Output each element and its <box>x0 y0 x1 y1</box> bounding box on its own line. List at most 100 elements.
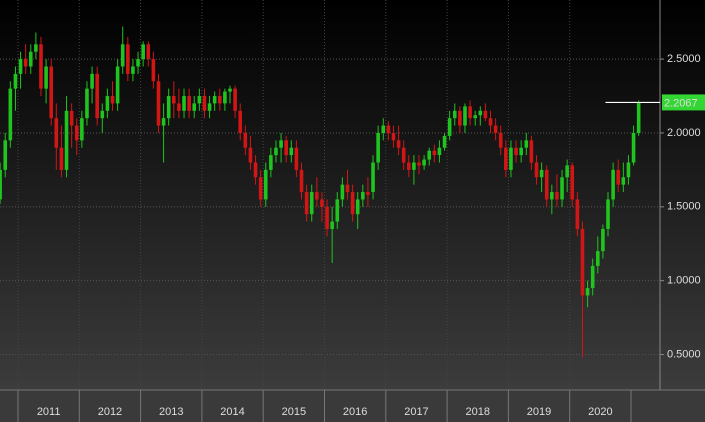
x-tick-label: 2012 <box>98 406 122 418</box>
candle-body <box>529 140 534 163</box>
candle-body <box>238 110 243 133</box>
candle-body <box>361 192 365 200</box>
y-tick-label: 0.5000 <box>667 348 701 360</box>
candle-body <box>585 288 590 296</box>
candle-body <box>427 150 432 160</box>
candle-body <box>248 147 253 163</box>
last-price-label: 2.2067 <box>664 97 698 109</box>
x-tick-label: 2013 <box>159 406 183 418</box>
candle-body <box>161 118 166 126</box>
candle-body <box>539 169 544 178</box>
candle-body <box>376 132 380 163</box>
candle-body <box>105 96 110 111</box>
candle-body <box>315 192 319 200</box>
candle-body <box>381 125 386 133</box>
candle-body <box>110 96 115 104</box>
candle-body <box>621 177 626 185</box>
candle-body <box>233 88 237 111</box>
candle-body <box>519 147 523 156</box>
candle-body <box>253 162 258 178</box>
candle-body <box>34 44 38 52</box>
candle-body <box>39 44 43 89</box>
candle-body <box>550 192 554 200</box>
candle-body <box>371 162 375 193</box>
candle-body <box>284 140 288 156</box>
candle-body <box>437 147 442 156</box>
candle-body <box>274 147 278 156</box>
candle-body <box>90 73 94 89</box>
candle-body <box>304 192 309 215</box>
candle-body <box>636 102 641 133</box>
candle-body <box>69 110 74 126</box>
candle-body <box>504 147 508 170</box>
candle-body <box>330 221 334 229</box>
candle-body <box>396 140 401 148</box>
candle-body <box>631 132 636 163</box>
candle-body <box>493 125 498 133</box>
x-tick-label: 2019 <box>527 406 551 418</box>
candle-body <box>166 96 171 119</box>
candle-body <box>54 118 59 148</box>
candle-body <box>590 265 595 289</box>
candle-body <box>207 103 212 111</box>
candle-body <box>458 110 462 126</box>
candle-body <box>289 147 294 156</box>
candle-body <box>355 199 360 215</box>
candle-body <box>177 103 181 111</box>
candle-body <box>345 184 350 193</box>
candle-body <box>299 169 304 193</box>
candle-body <box>488 118 493 126</box>
candle-body <box>320 199 324 207</box>
candle-body <box>197 96 202 104</box>
candle-body <box>64 110 69 170</box>
x-tick-label: 2015 <box>282 406 306 418</box>
candle-body <box>309 192 314 215</box>
candle-body <box>580 228 585 296</box>
candle-body <box>13 73 18 89</box>
x-tick-label: 2014 <box>220 406 244 418</box>
candle-body <box>131 66 135 74</box>
candle-body <box>555 192 559 200</box>
candle-body <box>223 91 227 104</box>
candle-body <box>141 44 145 60</box>
candle-body <box>279 140 283 148</box>
candle-body <box>391 132 396 141</box>
candle-body <box>8 88 13 141</box>
candle-body <box>187 96 191 111</box>
candle-body <box>366 192 370 195</box>
candle-body <box>606 199 610 229</box>
candle-body <box>401 147 406 163</box>
candle-body <box>3 140 8 170</box>
candle-body <box>406 162 411 170</box>
candle-body <box>534 162 539 178</box>
x-axis-bar <box>0 390 705 422</box>
candle-body <box>570 165 575 200</box>
candle-body <box>452 110 457 119</box>
candle-body <box>243 132 248 148</box>
candle-body <box>544 169 549 200</box>
candle-body <box>560 177 564 200</box>
candle-body <box>498 132 503 148</box>
candle-body <box>478 110 483 116</box>
candle-body <box>442 135 447 148</box>
candle-body <box>95 73 99 119</box>
x-tick-label: 2020 <box>588 406 612 418</box>
candle-body <box>228 88 232 92</box>
candle-body <box>335 199 340 222</box>
candle-body <box>422 159 426 166</box>
candle-body <box>611 169 615 200</box>
candle-body <box>49 66 54 119</box>
candle-body <box>468 106 472 119</box>
candle-body <box>85 88 89 119</box>
candle-body <box>269 155 273 170</box>
x-tick-label: 2017 <box>404 406 428 418</box>
candle-body <box>524 140 529 148</box>
candle-body <box>146 44 151 60</box>
candle-body <box>340 184 345 200</box>
candle-body <box>616 169 621 185</box>
candle-body <box>258 177 263 200</box>
candle-body <box>217 96 222 104</box>
candle-body <box>23 59 28 67</box>
candle-body <box>447 118 452 136</box>
